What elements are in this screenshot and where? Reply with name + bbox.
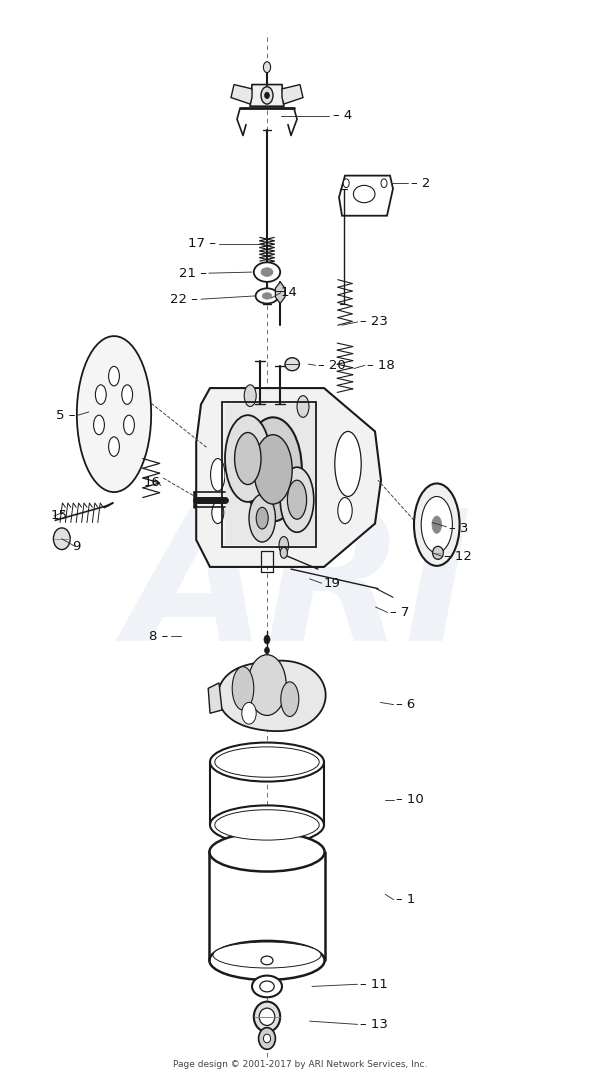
Ellipse shape <box>381 179 387 188</box>
Polygon shape <box>275 282 285 304</box>
Ellipse shape <box>53 528 70 550</box>
Ellipse shape <box>259 1028 275 1049</box>
Text: – 6: – 6 <box>396 698 415 711</box>
Polygon shape <box>282 85 303 104</box>
Ellipse shape <box>335 431 361 496</box>
Ellipse shape <box>261 268 273 276</box>
Ellipse shape <box>242 702 256 724</box>
Polygon shape <box>225 404 315 545</box>
Ellipse shape <box>254 435 292 504</box>
Polygon shape <box>196 388 381 567</box>
Text: ARI: ARI <box>127 503 473 679</box>
Ellipse shape <box>109 437 119 456</box>
Polygon shape <box>218 660 326 731</box>
Ellipse shape <box>215 810 319 840</box>
Ellipse shape <box>232 667 254 710</box>
Ellipse shape <box>122 385 133 404</box>
Ellipse shape <box>421 496 452 553</box>
Ellipse shape <box>212 502 224 524</box>
Ellipse shape <box>265 92 269 99</box>
Ellipse shape <box>414 483 460 566</box>
Ellipse shape <box>265 647 269 654</box>
Text: 9: 9 <box>72 540 80 553</box>
Ellipse shape <box>95 385 106 404</box>
Ellipse shape <box>252 976 282 997</box>
Ellipse shape <box>248 655 286 715</box>
Ellipse shape <box>210 805 324 844</box>
Text: – 13: – 13 <box>360 1018 388 1031</box>
Ellipse shape <box>254 1002 280 1032</box>
Text: 17 –: 17 – <box>188 237 216 250</box>
Ellipse shape <box>280 547 287 558</box>
Polygon shape <box>250 85 284 106</box>
Ellipse shape <box>262 293 272 299</box>
Ellipse shape <box>280 467 314 532</box>
Ellipse shape <box>259 1008 275 1025</box>
Text: 8 –: 8 – <box>149 630 168 643</box>
Ellipse shape <box>244 417 302 521</box>
Ellipse shape <box>281 682 299 717</box>
Ellipse shape <box>225 415 271 502</box>
Ellipse shape <box>433 546 443 559</box>
Ellipse shape <box>256 288 278 304</box>
Text: 15: 15 <box>51 509 68 522</box>
Ellipse shape <box>235 433 261 485</box>
Ellipse shape <box>338 498 352 524</box>
Polygon shape <box>339 176 393 216</box>
Text: 19: 19 <box>324 577 341 590</box>
Text: – 11: – 11 <box>360 978 388 991</box>
Ellipse shape <box>209 833 325 872</box>
Ellipse shape <box>353 185 375 203</box>
Ellipse shape <box>256 507 268 529</box>
Text: – 4: – 4 <box>333 109 352 122</box>
Ellipse shape <box>261 87 273 104</box>
Ellipse shape <box>343 179 349 188</box>
Ellipse shape <box>297 396 309 417</box>
Ellipse shape <box>261 956 273 965</box>
Ellipse shape <box>260 981 274 992</box>
Text: – 23: – 23 <box>360 315 388 328</box>
Polygon shape <box>208 683 222 713</box>
Text: – 1: – 1 <box>396 893 415 906</box>
Ellipse shape <box>215 747 319 777</box>
Text: – 3: – 3 <box>449 522 468 535</box>
Ellipse shape <box>244 385 256 406</box>
Text: – 18: – 18 <box>367 359 395 372</box>
Polygon shape <box>231 85 252 104</box>
Ellipse shape <box>94 415 104 435</box>
Text: – 12: – 12 <box>444 550 472 563</box>
Text: 5 –: 5 – <box>56 409 75 422</box>
Text: – 20: – 20 <box>318 359 346 372</box>
Text: 14: 14 <box>281 286 298 299</box>
Ellipse shape <box>285 358 299 371</box>
Text: 21 –: 21 – <box>179 267 207 280</box>
Bar <box>209 852 325 960</box>
Ellipse shape <box>254 262 280 282</box>
Text: Page design © 2001-2017 by ARI Network Services, Inc.: Page design © 2001-2017 by ARI Network S… <box>173 1060 427 1069</box>
Ellipse shape <box>249 494 275 542</box>
Ellipse shape <box>279 537 289 554</box>
Text: 22 –: 22 – <box>170 293 198 306</box>
Ellipse shape <box>213 942 321 968</box>
Ellipse shape <box>264 635 270 644</box>
Text: – 7: – 7 <box>390 606 409 619</box>
Polygon shape <box>77 336 151 492</box>
Ellipse shape <box>209 941 325 980</box>
Ellipse shape <box>124 415 134 435</box>
Ellipse shape <box>287 480 307 519</box>
Ellipse shape <box>432 516 442 533</box>
Text: – 2: – 2 <box>411 177 430 190</box>
Text: – 10: – 10 <box>396 793 424 806</box>
Ellipse shape <box>211 459 225 491</box>
Ellipse shape <box>263 1034 271 1043</box>
Ellipse shape <box>210 743 324 782</box>
Ellipse shape <box>109 366 119 386</box>
Ellipse shape <box>263 62 271 73</box>
Text: 16: 16 <box>144 476 161 489</box>
